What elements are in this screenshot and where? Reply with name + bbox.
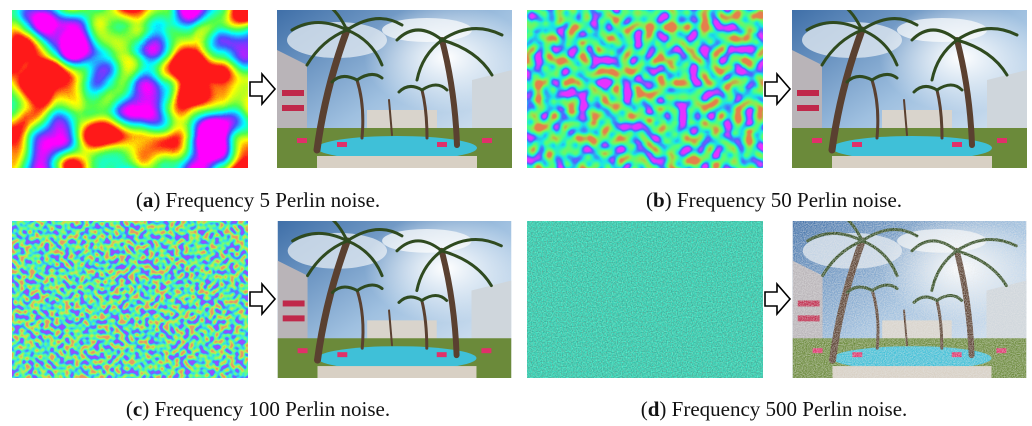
arrow (250, 74, 275, 104)
caption: (d) Frequency 500 Perlin noise. (516, 397, 1032, 422)
noise-image (527, 221, 763, 378)
caption-text: ( (641, 397, 648, 421)
arrow (765, 284, 790, 314)
photo (277, 5, 512, 168)
figure (0, 0, 1032, 426)
caption-text: ) Frequency 500 Perlin noise. (659, 397, 907, 421)
photo (792, 5, 1027, 168)
caption-text: ( (646, 188, 653, 212)
caption: (c) Frequency 100 Perlin noise. (0, 397, 516, 422)
noise-image (527, 10, 763, 168)
photo-noise-overlay (792, 221, 1027, 378)
caption-text: ) Frequency 100 Perlin noise. (142, 397, 390, 421)
caption-text: ( (136, 188, 143, 212)
caption: (b) Frequency 50 Perlin noise. (516, 188, 1032, 213)
noise-image (12, 221, 248, 378)
arrow (250, 284, 275, 314)
page: (a) Frequency 5 Perlin noise. (b) Freque… (0, 0, 1032, 426)
caption-text: ) Frequency 5 Perlin noise. (153, 188, 380, 212)
caption-label: d (648, 397, 660, 421)
caption-label: b (653, 188, 665, 212)
caption-label: c (133, 397, 142, 421)
caption-text: ( (126, 397, 133, 421)
noise-image (12, 10, 248, 168)
caption-text: ) Frequency 50 Perlin noise. (665, 188, 902, 212)
photo (278, 216, 512, 378)
arrow (765, 74, 790, 104)
caption-label: a (143, 188, 154, 212)
caption: (a) Frequency 5 Perlin noise. (0, 188, 516, 213)
